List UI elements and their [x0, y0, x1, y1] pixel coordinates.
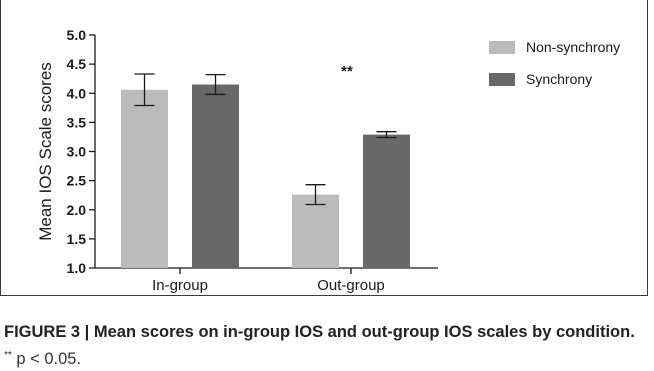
bars	[121, 84, 410, 268]
legend: Non-synchrony Synchrony	[489, 39, 620, 87]
x-tick-label: In-group	[152, 277, 208, 294]
y-tick-label: 1.5	[67, 231, 87, 247]
error-bars	[134, 73, 397, 206]
figure-caption: FIGURE 3 | Mean scores on in-group IOS a…	[4, 321, 644, 371]
legend-label: Synchrony	[526, 71, 592, 87]
x-axis: In-group Out-group	[95, 267, 438, 294]
y-tick-label: 4.0	[67, 85, 87, 101]
panel-border-bottom	[0, 295, 648, 296]
y-tick-label: 2.0	[67, 202, 87, 218]
panel-border-right	[647, 0, 648, 296]
caption-significance-mark: **	[4, 350, 12, 361]
caption-note: p < 0.05.	[11, 350, 82, 368]
y-tick-label: 4.5	[67, 56, 87, 72]
legend-label: Non-synchrony	[526, 39, 620, 55]
y-tick-label: 3.0	[67, 144, 87, 160]
legend-swatch	[489, 41, 515, 54]
x-tick-label: Out-group	[317, 277, 385, 294]
bar-chart: 1.0 1.5 2.0 2.5 3.0 3.5 4.0 4.5 5.0 In-group Out-…	[36, 27, 620, 294]
y-axis: 1.0 1.5 2.0 2.5 3.0 3.5 4.0 4.5 5.0	[67, 27, 96, 276]
caption-label: FIGURE 3 |	[4, 323, 94, 341]
y-tick-label: 2.5	[67, 173, 87, 189]
caption-title: Mean scores on in-group IOS and out-grou…	[93, 323, 635, 341]
y-tick-label: 1.0	[67, 260, 87, 276]
significance-marker: **	[341, 63, 353, 80]
bar	[363, 134, 410, 268]
bar	[192, 84, 239, 268]
bar	[121, 89, 168, 268]
y-tick-label: 5.0	[67, 27, 87, 43]
panel-border-left	[0, 0, 1, 296]
y-tick-label: 3.5	[67, 114, 87, 130]
figure-panel: 1.0 1.5 2.0 2.5 3.0 3.5 4.0 4.5 5.0 In-group Out-…	[0, 0, 648, 296]
y-axis-label: Mean IOS Scale scores	[36, 62, 55, 241]
bar	[292, 194, 339, 268]
annotations: **	[341, 63, 353, 80]
legend-swatch	[489, 73, 515, 86]
